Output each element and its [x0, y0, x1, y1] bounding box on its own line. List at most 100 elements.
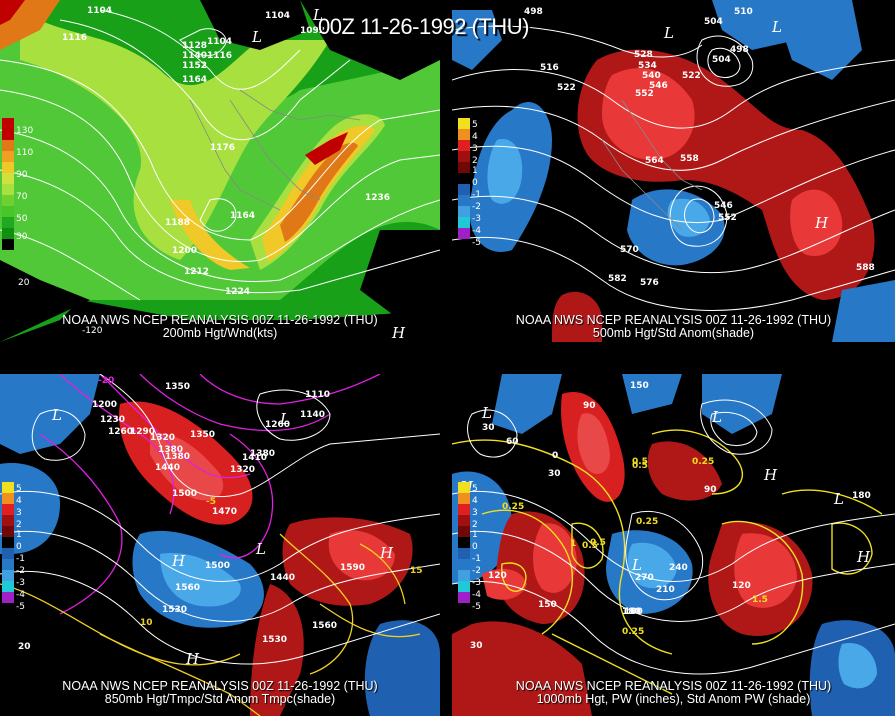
legend-label: -5 — [472, 602, 481, 612]
caption-line2: 850mb Hgt/Tmpc/Std Anom Tmpc(shade) — [104, 692, 336, 706]
contour-label: 1530 — [262, 635, 287, 645]
legend-label: -1 — [472, 554, 481, 564]
low-marker: L — [255, 540, 266, 558]
contour-label: 180 — [624, 607, 643, 617]
contour-label: 558 — [680, 154, 699, 164]
contour-label: 1560 — [312, 621, 337, 631]
legend-swatch — [2, 140, 14, 151]
high-marker: H — [185, 650, 200, 668]
legend-label: -4 — [472, 226, 481, 236]
legend-label: 110 — [16, 148, 34, 158]
legend-label: 4 — [472, 132, 478, 142]
caption-line2: 500mb Hgt/Std Anom(shade) — [592, 326, 755, 340]
legend-label: -2 — [472, 202, 481, 212]
contour-label: 1152 — [182, 61, 207, 71]
low-marker: L — [833, 490, 844, 508]
contour-label: 1380 — [165, 452, 190, 462]
panel-850mb: 1350 1200 1230 1260 1290 1320 1380 1440 … — [0, 374, 440, 716]
contour-label: 1260 — [108, 427, 133, 437]
contour-label: 588 — [856, 263, 875, 273]
contour-label: 1350 — [165, 382, 190, 392]
axis-label: -120 — [82, 326, 103, 336]
high-marker: H — [856, 548, 871, 566]
legend-label: 30 — [16, 232, 28, 242]
contour-label: 0.25 — [622, 627, 644, 637]
contour-label: 1.5 — [752, 595, 768, 605]
contour-label: 1530 — [162, 605, 187, 615]
contour-label: 546 — [714, 201, 733, 211]
contour-label: 1128 — [182, 41, 207, 51]
legend-850mb: 5 4 3 2 1 0 -1 -2 -3 -4 -5 — [2, 482, 25, 612]
legend-1000mb: 5 4 3 2 1 0 -1 -2 -3 -4 -5 — [458, 482, 481, 612]
contour-label: 1104 — [87, 6, 112, 16]
contour-label: 1590 — [340, 563, 365, 573]
contour-label: 30 — [482, 423, 495, 433]
contour-label: 546 — [649, 81, 668, 91]
contour-label: 1200 — [172, 246, 197, 256]
contour-label: 516 — [540, 63, 559, 73]
contour-label: 20 — [18, 642, 31, 652]
legend-label: 3 — [16, 508, 22, 518]
legend-label: 3 — [472, 508, 478, 518]
contour-label: 240 — [669, 563, 688, 573]
contour-label: 180 — [852, 491, 871, 501]
legend-label: -4 — [472, 590, 481, 600]
contour-label: 0.25 — [692, 457, 714, 467]
contour-label: 1410 — [242, 453, 267, 463]
caption-1000mb: NOAA NWS NCEP REANALYSIS 00Z 11-26-1992 … — [452, 680, 895, 706]
contour-label: 1188 — [165, 218, 190, 228]
low-marker: L — [663, 24, 674, 42]
legend-swatch — [2, 162, 14, 173]
contour-label: 1350 — [190, 430, 215, 440]
contour-label: 534 — [638, 61, 657, 71]
contour-label: -20 — [98, 376, 114, 386]
contour-label: 510 — [734, 7, 753, 17]
legend-label: 5 — [472, 484, 478, 494]
contour-label: 540 — [642, 71, 661, 81]
legend-label: 3 — [472, 144, 478, 154]
legend-label: -2 — [472, 566, 481, 576]
contour-label: 0.5 — [632, 461, 648, 471]
contour-label: 1380 — [250, 449, 275, 459]
contour-label: 15 — [410, 566, 423, 576]
contour-label: 1104 — [265, 11, 290, 21]
contour-label: 180 — [622, 607, 641, 617]
high-marker: H — [379, 544, 394, 562]
contour-label: 552 — [635, 89, 654, 99]
contour-label: 1320 — [230, 465, 255, 475]
contour-label: 1200 — [92, 400, 117, 410]
contour-label: 0.25 — [636, 517, 658, 527]
caption-line1: NOAA NWS NCEP REANALYSIS 00Z 11-26-1992 … — [515, 679, 832, 693]
map-1000mb: 30 60 90 150 120 180 210 240 270 0.25 0.… — [452, 374, 895, 716]
legend-200mb: 130 110 90 70 50 30 — [2, 118, 33, 250]
legend-label: -4 — [16, 590, 25, 600]
contour-label: 1290 — [130, 427, 155, 437]
contour-label: 0.25 — [502, 502, 524, 512]
legend-label: 1 — [472, 530, 478, 540]
contour-label: 570 — [620, 245, 639, 255]
contour-label: 564 — [645, 156, 664, 166]
map-200mb: 20 -120 1104 1116 1128 1140 1152 1164 11… — [0, 0, 440, 342]
contour-label: 576 — [640, 278, 659, 288]
map-850mb: 1350 1200 1230 1260 1290 1320 1380 1440 … — [0, 374, 440, 716]
legend-label: 0 — [472, 542, 478, 552]
contour-label: 0.5 — [590, 538, 606, 548]
contour-label: 1230 — [100, 415, 125, 425]
legend-label: -1 — [472, 190, 481, 200]
contour-label: 498 — [524, 7, 543, 17]
high-marker: H — [763, 466, 778, 484]
contour-label: 30 — [470, 641, 483, 651]
contour-label: 1092 — [300, 26, 325, 36]
contour-label: 1164 — [182, 75, 207, 85]
contour-label: 120 — [732, 581, 751, 591]
contour-label: 120 — [488, 571, 507, 581]
contour-label: 60 — [506, 437, 519, 447]
panel-1000mb: 30 60 90 150 120 180 210 240 270 0.25 0.… — [452, 374, 895, 716]
low-marker: L — [312, 6, 323, 24]
contour-label: 270 — [635, 573, 654, 583]
legend-swatch — [2, 173, 14, 184]
caption-850mb: NOAA NWS NCEP REANALYSIS 00Z 11-26-1992 … — [0, 680, 440, 706]
legend-label: 2 — [472, 156, 478, 166]
contour-label: 1104 — [207, 37, 232, 47]
legend-label: 70 — [16, 192, 28, 202]
